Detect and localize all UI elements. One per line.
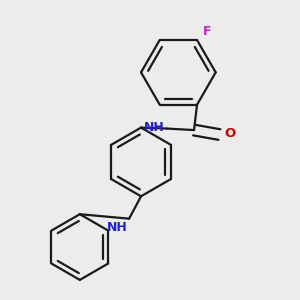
Text: F: F bbox=[202, 25, 211, 38]
Text: NH: NH bbox=[107, 221, 128, 234]
Text: O: O bbox=[224, 128, 235, 140]
Text: NH: NH bbox=[143, 121, 164, 134]
